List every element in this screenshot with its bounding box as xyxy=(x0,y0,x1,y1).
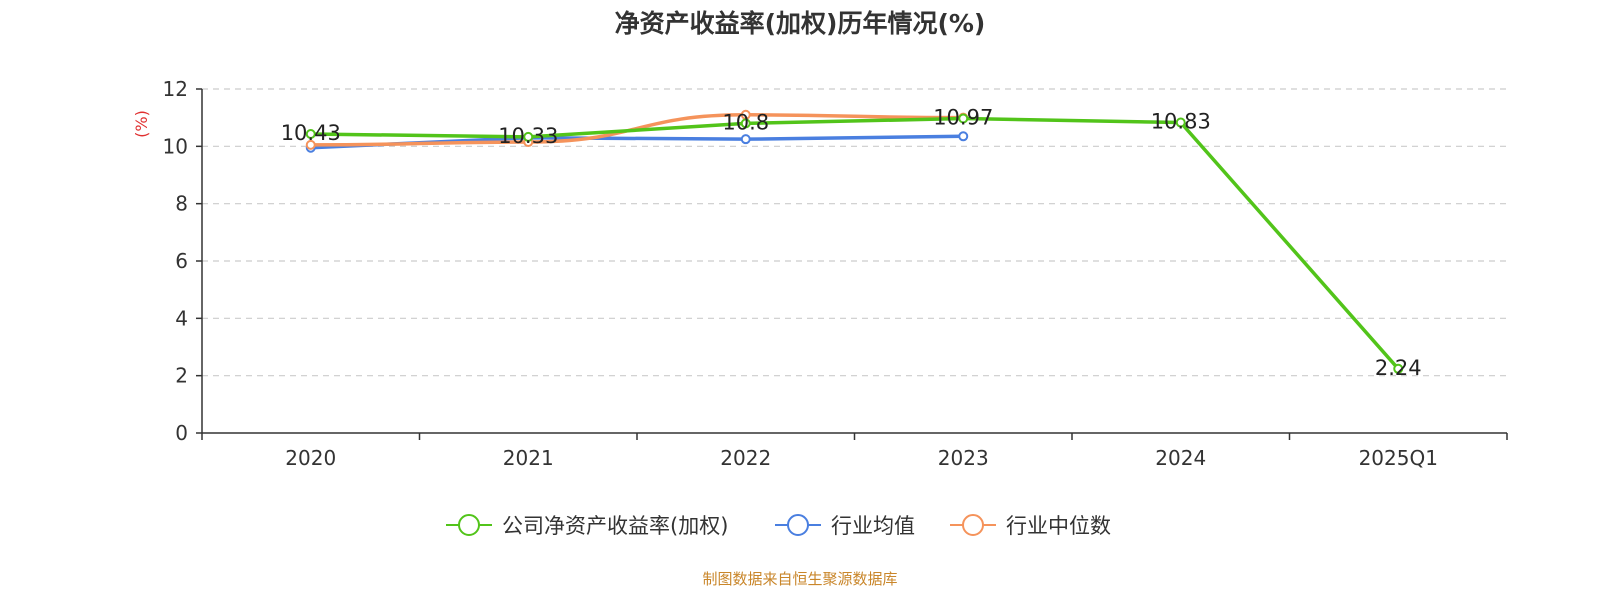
series-group xyxy=(305,109,1404,374)
legend-label: 行业中位数 xyxy=(1006,514,1111,538)
data-point xyxy=(740,118,751,129)
data-point xyxy=(740,134,751,145)
data-point xyxy=(305,139,316,150)
gridlines xyxy=(202,88,1507,377)
legend-item: 行业中位数 xyxy=(950,514,1111,538)
series-line-0 xyxy=(309,116,1400,371)
data-label: 10.83 xyxy=(1151,110,1211,134)
data-label: 2.24 xyxy=(1375,356,1422,380)
x-tick-label: 2025Q1 xyxy=(1359,446,1438,470)
y-tick-label: 12 xyxy=(163,77,188,101)
chart-title: 净资产收益率(加权)历年情况(%) xyxy=(615,9,986,38)
legend-item: 公司净资产收益率(加权) xyxy=(446,514,728,538)
x-axis-ticks: 2020 2021 2022 2023 2024 2025Q1 xyxy=(285,446,1438,470)
legend-label: 公司净资产收益率(加权) xyxy=(502,514,728,538)
legend-item: 行业均值 xyxy=(775,514,915,538)
data-point xyxy=(1393,363,1404,374)
data-label: 10.8 xyxy=(722,110,769,134)
y-axis-ticks: 0 2 4 6 8 10 12 xyxy=(163,77,188,445)
y-tick-label: 0 xyxy=(175,421,188,445)
data-point xyxy=(305,129,316,140)
y-tick-label: 10 xyxy=(163,134,188,158)
data-point xyxy=(1175,117,1186,128)
data-point xyxy=(523,131,534,142)
data-point xyxy=(958,131,969,142)
axes xyxy=(196,88,1508,440)
source-note: 制图数据来自恒生聚源数据库 xyxy=(702,570,897,588)
y-tick-label: 8 xyxy=(175,192,188,216)
legend-circle-icon xyxy=(787,514,809,536)
x-tick-label: 2022 xyxy=(720,446,771,470)
x-tick-label: 2024 xyxy=(1155,446,1206,470)
data-point xyxy=(958,113,969,124)
x-tick-label: 2023 xyxy=(938,446,989,470)
data-labels: 10.43 10.33 10.8 10.97 10.83 2.24 xyxy=(281,106,1422,380)
data-label: 10.97 xyxy=(933,106,993,130)
y-axis-label: (%) xyxy=(132,110,151,138)
data-label: 10.43 xyxy=(281,121,341,145)
x-tick-label: 2020 xyxy=(285,446,336,470)
y-tick-label: 2 xyxy=(175,364,188,388)
legend-circle-icon xyxy=(962,514,984,536)
y-tick-label: 4 xyxy=(175,306,188,330)
legend: 公司净资产收益率(加权) 行业均值 行业中位数 xyxy=(446,514,1111,538)
data-label: 10.33 xyxy=(498,124,558,148)
x-tick-label: 2021 xyxy=(503,446,554,470)
legend-circle-icon xyxy=(458,514,480,536)
legend-label: 行业均值 xyxy=(831,514,915,538)
y-tick-label: 6 xyxy=(175,249,188,273)
